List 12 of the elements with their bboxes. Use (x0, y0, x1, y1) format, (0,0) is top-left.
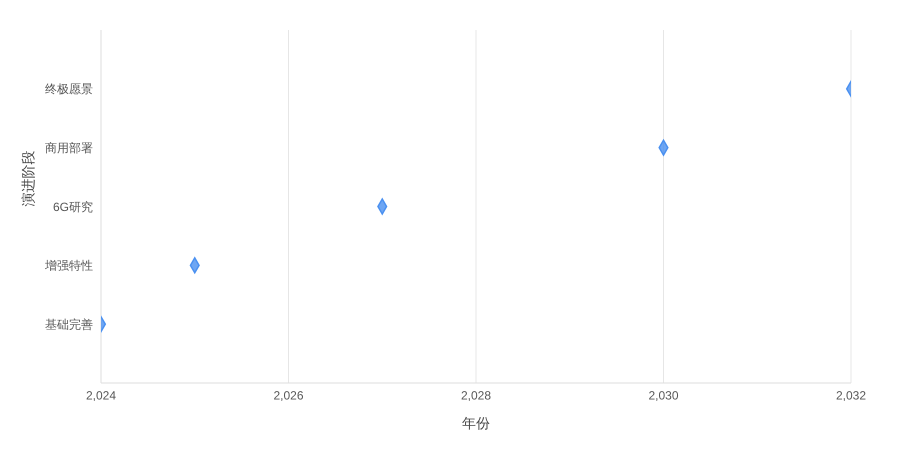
y-tick-label: 6G研究 (52, 200, 93, 214)
x-tick-label: 2,024 (86, 388, 116, 403)
y-tick-label: 增强特性 (44, 258, 93, 273)
y-tick-label: 终极愿景 (45, 82, 93, 96)
x-axis-title: 年份 (462, 415, 490, 431)
x-tick-label: 2,026 (273, 388, 304, 403)
x-tick-label: 2,032 (836, 388, 866, 403)
y-tick-label: 基础完善 (45, 317, 93, 332)
y-axis-title: 演进阶段 (20, 150, 36, 206)
x-tick-label: 2,030 (648, 388, 679, 403)
x-tick-label: 2,028 (460, 388, 492, 403)
y-tick-label: 商用部署 (45, 140, 93, 155)
